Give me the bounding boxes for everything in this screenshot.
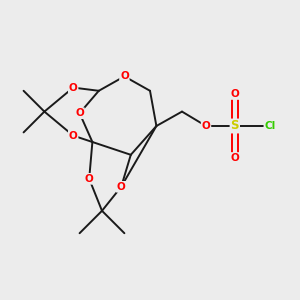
Text: Cl: Cl [264,121,276,131]
Text: O: O [202,121,210,131]
Text: O: O [75,108,84,118]
Text: O: O [230,89,239,99]
Text: O: O [85,174,94,184]
Text: O: O [69,130,78,141]
Text: O: O [69,82,78,93]
Text: S: S [231,119,239,133]
Text: O: O [117,182,126,192]
Text: O: O [120,71,129,81]
Text: O: O [230,153,239,163]
